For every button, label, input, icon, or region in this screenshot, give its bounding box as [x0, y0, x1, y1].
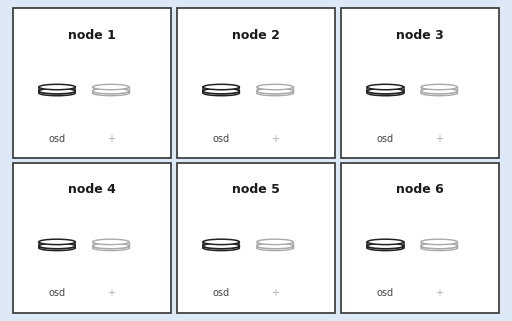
Ellipse shape	[257, 88, 293, 94]
FancyBboxPatch shape	[177, 163, 335, 313]
Ellipse shape	[93, 239, 129, 245]
FancyBboxPatch shape	[341, 163, 499, 313]
Ellipse shape	[39, 84, 75, 90]
Ellipse shape	[203, 90, 240, 96]
Ellipse shape	[257, 245, 293, 251]
Text: +: +	[271, 134, 279, 143]
Text: node 2: node 2	[232, 29, 280, 41]
Ellipse shape	[39, 243, 75, 249]
Ellipse shape	[93, 88, 129, 94]
Ellipse shape	[367, 90, 403, 96]
Polygon shape	[39, 87, 75, 91]
Ellipse shape	[203, 243, 240, 249]
Ellipse shape	[421, 245, 457, 251]
Ellipse shape	[421, 88, 457, 94]
Ellipse shape	[257, 84, 293, 90]
Text: node 5: node 5	[232, 183, 280, 196]
Polygon shape	[93, 87, 129, 91]
Text: node 3: node 3	[396, 29, 444, 41]
Ellipse shape	[203, 84, 240, 90]
Text: +: +	[107, 134, 115, 143]
Ellipse shape	[367, 239, 403, 245]
FancyBboxPatch shape	[341, 8, 499, 158]
Ellipse shape	[421, 243, 457, 249]
Polygon shape	[203, 87, 240, 91]
Ellipse shape	[39, 245, 75, 251]
Ellipse shape	[421, 90, 457, 96]
Text: node 1: node 1	[68, 29, 116, 41]
Polygon shape	[421, 242, 457, 246]
Ellipse shape	[203, 88, 240, 94]
Text: +: +	[271, 289, 279, 299]
Text: osd: osd	[49, 134, 66, 143]
Ellipse shape	[93, 88, 129, 94]
Ellipse shape	[39, 88, 75, 94]
Ellipse shape	[93, 90, 129, 96]
Polygon shape	[257, 242, 293, 246]
Polygon shape	[93, 242, 129, 246]
Ellipse shape	[203, 245, 240, 251]
Text: node 6: node 6	[396, 183, 444, 196]
Ellipse shape	[421, 84, 457, 90]
Ellipse shape	[203, 243, 240, 249]
Ellipse shape	[257, 243, 293, 249]
Ellipse shape	[257, 239, 293, 245]
Ellipse shape	[367, 243, 403, 249]
Ellipse shape	[39, 239, 75, 245]
Ellipse shape	[257, 88, 293, 94]
Ellipse shape	[421, 243, 457, 249]
Ellipse shape	[93, 245, 129, 251]
Polygon shape	[421, 87, 457, 91]
Ellipse shape	[421, 88, 457, 94]
Ellipse shape	[203, 239, 240, 245]
Text: +: +	[435, 134, 443, 143]
Ellipse shape	[421, 239, 457, 245]
Text: node 4: node 4	[68, 183, 116, 196]
Ellipse shape	[367, 84, 403, 90]
Ellipse shape	[39, 243, 75, 249]
Polygon shape	[39, 242, 75, 246]
Ellipse shape	[367, 245, 403, 251]
FancyBboxPatch shape	[177, 8, 335, 158]
Ellipse shape	[367, 88, 403, 94]
Ellipse shape	[93, 84, 129, 90]
Polygon shape	[203, 242, 240, 246]
Text: osd: osd	[212, 289, 230, 299]
Text: +: +	[107, 289, 115, 299]
Ellipse shape	[203, 88, 240, 94]
Polygon shape	[257, 87, 293, 91]
Ellipse shape	[257, 90, 293, 96]
Text: osd: osd	[377, 289, 394, 299]
Ellipse shape	[257, 243, 293, 249]
Ellipse shape	[39, 88, 75, 94]
Polygon shape	[367, 242, 403, 246]
FancyBboxPatch shape	[13, 8, 171, 158]
Ellipse shape	[93, 243, 129, 249]
Polygon shape	[367, 87, 403, 91]
Ellipse shape	[93, 243, 129, 249]
Text: osd: osd	[212, 134, 230, 143]
Text: osd: osd	[49, 289, 66, 299]
FancyBboxPatch shape	[13, 163, 171, 313]
Text: osd: osd	[377, 134, 394, 143]
Ellipse shape	[39, 90, 75, 96]
Text: +: +	[435, 289, 443, 299]
Ellipse shape	[367, 243, 403, 249]
Ellipse shape	[367, 88, 403, 94]
